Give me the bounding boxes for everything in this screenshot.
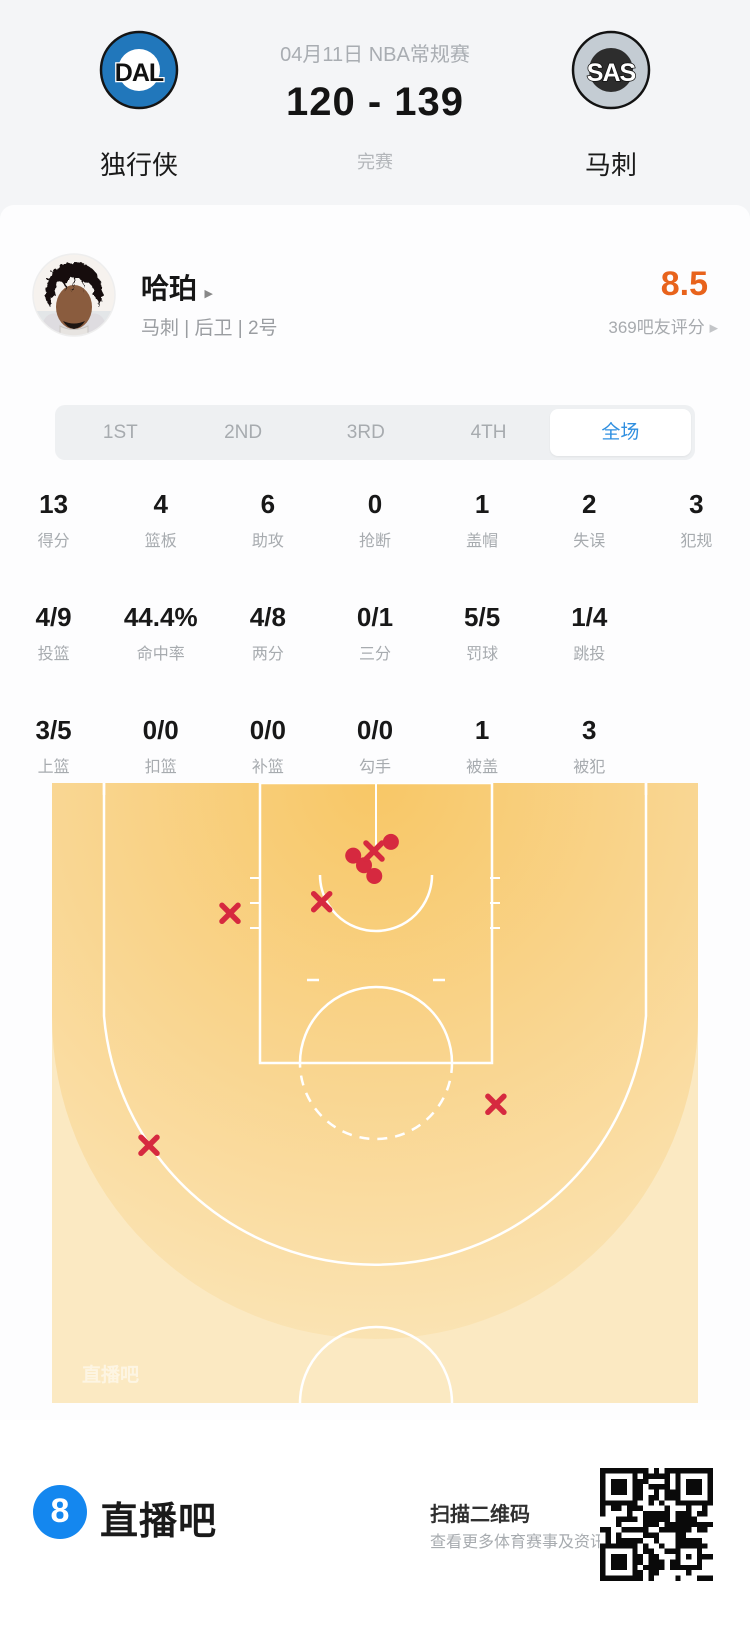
svg-text:8: 8 <box>51 1492 70 1530</box>
svg-text:直播吧: 直播吧 <box>82 1363 139 1386</box>
svg-text:DAL: DAL <box>115 59 164 87</box>
svg-text:SAS: SAS <box>587 59 636 87</box>
